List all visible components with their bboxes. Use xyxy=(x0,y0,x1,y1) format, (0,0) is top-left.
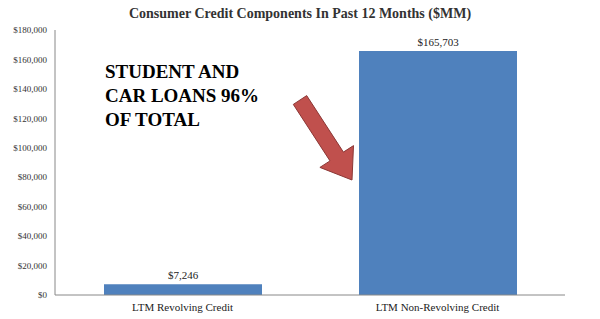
svg-text:LTM Non-Revolving Credit: LTM Non-Revolving Credit xyxy=(376,301,500,313)
svg-text:$120,000: $120,000 xyxy=(13,114,47,124)
svg-text:$100,000: $100,000 xyxy=(13,143,47,153)
svg-text:$20,000: $20,000 xyxy=(18,261,48,271)
svg-text:$7,246: $7,246 xyxy=(168,269,199,281)
svg-text:$160,000: $160,000 xyxy=(13,55,47,65)
svg-text:$80,000: $80,000 xyxy=(18,172,48,182)
svg-text:$180,000: $180,000 xyxy=(13,25,47,35)
svg-text:$0: $0 xyxy=(38,290,48,300)
svg-text:LTM Revolving Credit: LTM Revolving Credit xyxy=(132,301,233,313)
svg-text:$140,000: $140,000 xyxy=(13,84,47,94)
html-text:STUDENT AND: STUDENT AND xyxy=(105,61,240,82)
svg-text:$60,000: $60,000 xyxy=(18,202,48,212)
html-text:OF TOTAL: OF TOTAL xyxy=(105,109,200,130)
html-text:Consumer Credit Components In: Consumer Credit Components In Past 12 Mo… xyxy=(129,6,471,21)
svg-text:$165,703: $165,703 xyxy=(417,36,459,48)
svg-text:$40,000: $40,000 xyxy=(18,231,48,241)
html-text:CAR LOANS 96%: CAR LOANS 96% xyxy=(105,85,260,106)
